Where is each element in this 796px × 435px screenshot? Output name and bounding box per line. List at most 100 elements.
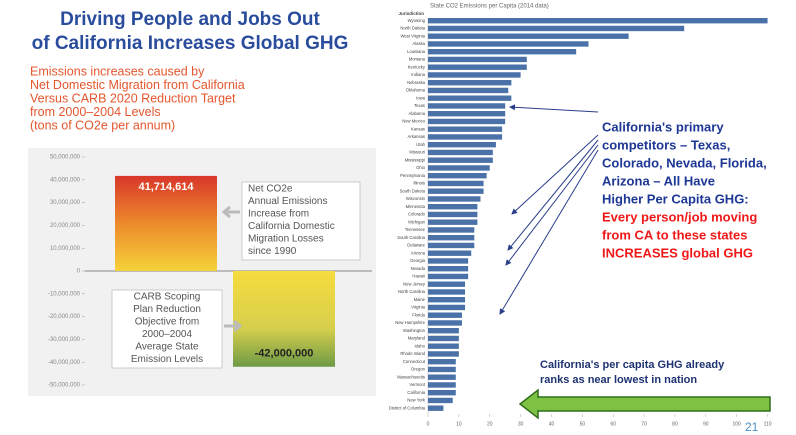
category-header: Jurisdiction	[398, 11, 424, 16]
bottom-note: ranks as near lowest in nation	[540, 374, 697, 386]
annotation-arrow	[224, 319, 243, 333]
slide-title: Driving People and Jobs Out	[60, 9, 320, 30]
callout-red: INCREASES global GHG	[602, 245, 753, 260]
bar	[428, 242, 475, 249]
category-label: Indiana	[411, 72, 425, 77]
bar	[428, 335, 459, 342]
annotation: Plan Reduction	[133, 304, 201, 315]
bar	[428, 320, 462, 326]
chart-title: State CO2 Emissions per Capita (2014 dat…	[430, 4, 549, 10]
y-tick-label: 10,000,000	[50, 246, 81, 252]
y-tick-label: 50,000,000	[50, 155, 81, 161]
annotation: Increase from	[248, 209, 309, 220]
category-label: Arizona	[411, 250, 426, 255]
category-label: Maryland	[408, 336, 426, 341]
value-label: 41,714,614	[138, 181, 194, 193]
category-label: Illinois	[413, 181, 425, 186]
category-label: Nevada	[411, 266, 426, 271]
x-tick-label: 50	[580, 421, 586, 427]
category-label: Washington	[403, 328, 426, 333]
callout: Arizona – All Have	[602, 173, 715, 188]
bar	[428, 235, 475, 241]
category-label: Delaware	[407, 243, 425, 248]
category-label: Michigan	[408, 219, 425, 224]
category-label: New York	[407, 398, 426, 403]
bar	[233, 271, 335, 367]
bar	[428, 289, 466, 295]
category-label: Oregon	[411, 367, 426, 372]
bar	[428, 149, 493, 156]
category-label: Idaho	[415, 343, 426, 348]
category-label: Oklahoma	[406, 88, 426, 93]
bar	[428, 397, 453, 404]
bar	[428, 219, 478, 225]
category-label: Hawaii	[412, 274, 425, 279]
category-label: Kentucky	[408, 64, 426, 69]
category-label: Louisiana	[407, 49, 426, 54]
bar	[428, 173, 487, 179]
category-label: Colorado	[408, 212, 426, 217]
bar	[428, 49, 577, 55]
bar	[428, 18, 768, 24]
x-tick-label: 110	[764, 421, 772, 427]
y-tick-label: 20,000,000	[50, 223, 81, 229]
annotation-box	[241, 181, 361, 261]
category-label: California	[407, 390, 425, 395]
category-label: Ohio	[416, 165, 426, 170]
bar	[428, 328, 459, 334]
category-label: North Dakota	[400, 26, 425, 31]
annotation: since 1990	[248, 246, 297, 257]
chart-subtitle: from 2000–2004 Levels	[30, 105, 161, 119]
bar	[428, 64, 527, 70]
bar	[428, 87, 509, 94]
bar	[428, 211, 478, 218]
bar	[115, 175, 217, 271]
bar	[428, 273, 469, 280]
annotation-arrow	[221, 205, 240, 219]
category-label: Vermont	[409, 382, 425, 387]
bar	[428, 41, 589, 47]
category-label: Wisconsin	[406, 196, 426, 201]
y-tick-label: 0	[77, 269, 81, 275]
category-label: New Hampshire	[395, 320, 425, 325]
bar	[428, 266, 469, 272]
category-label: Wyoming	[408, 18, 426, 23]
bar	[428, 258, 469, 264]
callout-red: Every person/job moving	[602, 209, 757, 224]
callout: Higher Per Capita GHG:	[602, 191, 749, 206]
category-label: North Carolina	[398, 289, 426, 294]
bar	[428, 312, 462, 318]
category-label: Alabama	[408, 111, 425, 116]
bar	[428, 142, 496, 148]
slide-title: of California Increases Global GHG	[32, 33, 349, 54]
page-number: 21	[745, 420, 759, 434]
bar	[428, 56, 527, 63]
bar	[428, 157, 493, 163]
bar	[428, 359, 456, 365]
bar	[428, 343, 459, 349]
category-label: Florida	[412, 312, 425, 317]
bar	[428, 180, 484, 187]
x-tick-label: 0	[427, 421, 430, 427]
bar	[428, 188, 484, 194]
category-label: Virginia	[411, 305, 426, 310]
bar	[428, 250, 472, 256]
callout: Colorado, Nevada, Florida,	[602, 155, 767, 170]
category-label: Mississippi	[405, 157, 425, 162]
category-label: Montana	[409, 57, 426, 62]
category-label: District of Columbia	[389, 405, 426, 410]
category-label: Minnesota	[406, 204, 426, 209]
chart-subtitle: Emissions increases caused by	[30, 64, 205, 78]
category-label: New Mexico	[402, 119, 425, 124]
annotation-box	[111, 289, 223, 369]
bar	[428, 165, 490, 171]
value-label: -42,000,000	[255, 348, 314, 360]
annotation: Migration Losses	[248, 234, 324, 245]
bar	[428, 204, 478, 210]
category-label: Missouri	[409, 150, 425, 155]
x-tick-label: 90	[703, 421, 709, 427]
callout-red: from CA to these states	[602, 227, 747, 242]
bar	[428, 281, 466, 287]
category-label: Nebraska	[407, 80, 426, 85]
